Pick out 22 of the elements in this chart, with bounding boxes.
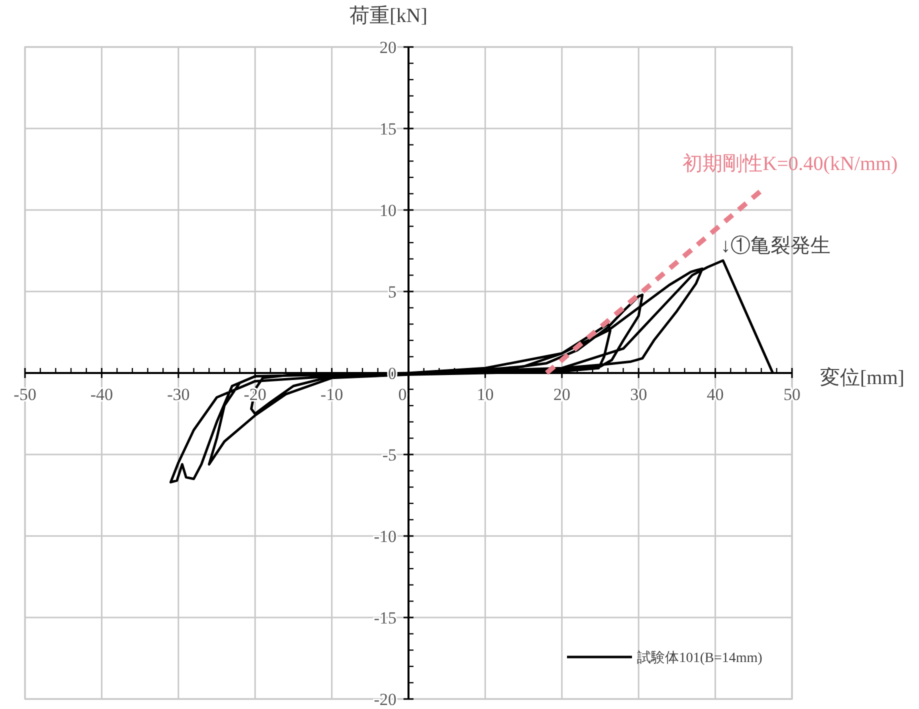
x-tick-label: 20: [553, 385, 570, 404]
y-tick-label: 15: [380, 120, 396, 138]
legend-label: 試験体101(B=14mm): [637, 650, 763, 666]
y-tick-label: -10: [374, 527, 396, 546]
y-tick-label: 5: [388, 282, 396, 302]
x-tick-label: -50: [14, 385, 36, 404]
x-axis-title: 変位[mm]: [820, 366, 904, 389]
y-tick-label: -15: [374, 608, 396, 628]
y-tick-label: 20: [380, 38, 396, 57]
y-axis-title: 荷重[kN]: [350, 5, 428, 27]
x-tick-label: 10: [476, 385, 494, 404]
series-label: 初期剛性K=0.40(kN/mm): [682, 153, 898, 176]
annotation: ↓①亀裂発生: [720, 235, 831, 257]
x-tick-label: -10: [320, 385, 344, 404]
y-tick-label: -20: [374, 690, 396, 709]
x-tick-label: -30: [167, 385, 190, 404]
y-tick-label: 10: [380, 201, 396, 220]
x-tick-label: 40: [706, 385, 724, 404]
y-tick-label: -5: [382, 446, 396, 464]
x-tick-label: 50: [784, 385, 800, 404]
x-tick-label: 30: [630, 385, 648, 404]
x-tick-label: -40: [90, 385, 114, 404]
